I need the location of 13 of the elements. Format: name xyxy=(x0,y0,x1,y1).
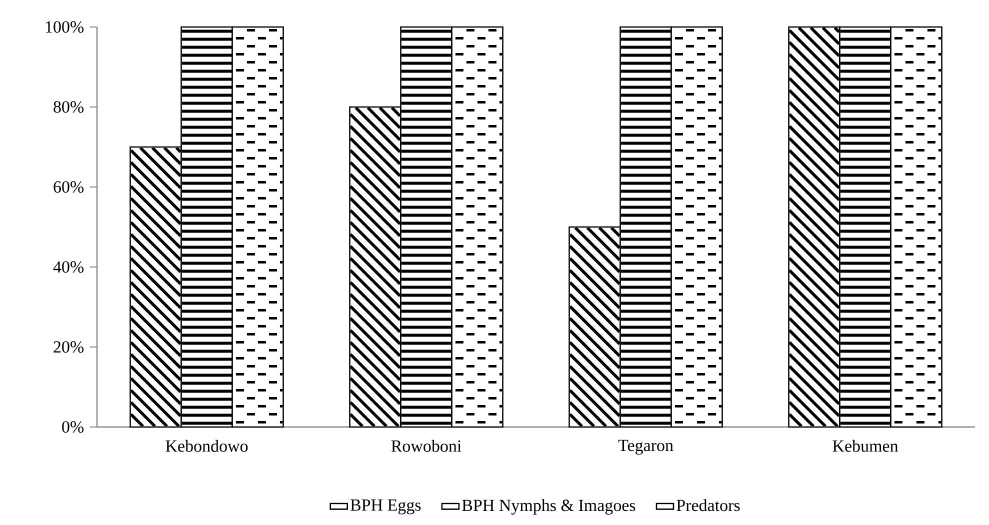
x-tick-label: Tegaron xyxy=(618,440,674,455)
legend-label: BPH Eggs xyxy=(350,500,421,514)
y-tick-label: 40% xyxy=(53,261,84,273)
legend-label: Predators xyxy=(676,499,740,512)
x-tick-label: Kebondowo xyxy=(166,440,248,452)
y-tick-label: 60% xyxy=(54,181,84,193)
legend-label: BPH Nymphs & Imagoes xyxy=(462,499,636,515)
x-tick-label: Rowoboni xyxy=(391,440,462,452)
x-tick-label: Kebumen xyxy=(832,440,898,452)
y-tick-label: 0% xyxy=(62,421,84,433)
y-tick-label: 100% xyxy=(46,21,84,33)
y-tick-label: 80% xyxy=(54,101,84,113)
y-tick-label: 20% xyxy=(54,341,84,353)
